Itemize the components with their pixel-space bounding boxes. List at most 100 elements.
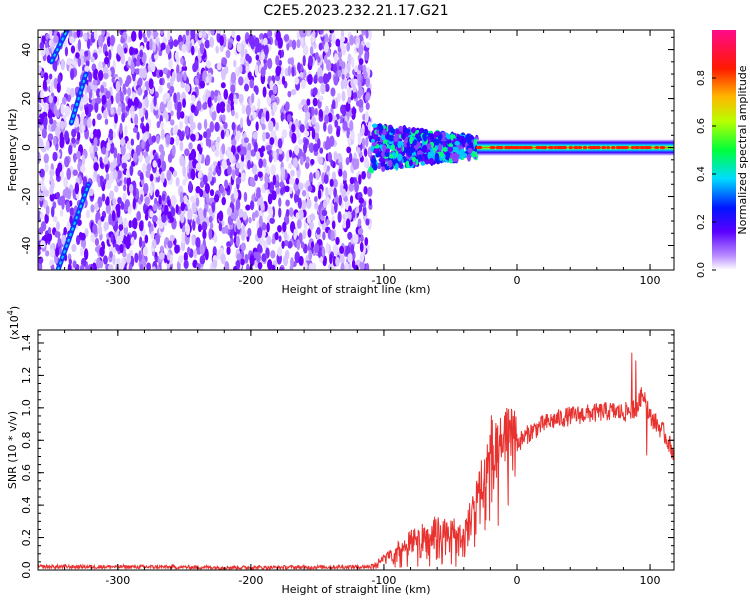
spectrogram-y-label: Frequency (Hz)	[6, 109, 19, 192]
noise-cell	[179, 120, 184, 130]
noise-cell	[289, 177, 295, 185]
noise-cell	[119, 48, 125, 58]
noise-cell	[205, 60, 211, 69]
noise-cell	[320, 83, 326, 95]
noise-cell	[346, 129, 350, 139]
transition-cell	[393, 134, 399, 142]
transition-cell	[398, 162, 404, 169]
noise-cell	[242, 146, 247, 156]
noise-cell	[340, 61, 346, 69]
noise-cell	[99, 246, 105, 257]
noise-cell	[84, 83, 88, 95]
noise-cell	[338, 168, 343, 177]
noise-cell	[115, 203, 121, 212]
noise-cell	[354, 181, 359, 193]
noise-cell	[202, 103, 208, 110]
noise-cell	[340, 79, 345, 90]
noise-cell	[308, 142, 315, 154]
noise-cell	[272, 174, 277, 186]
noise-cell	[270, 164, 277, 176]
noise-cell	[113, 158, 118, 168]
noise-cell	[291, 39, 297, 50]
noise-cell	[158, 222, 164, 229]
noise-cell	[204, 183, 210, 194]
noise-cell	[269, 137, 275, 146]
noise-cell	[249, 254, 255, 267]
noise-cell	[150, 102, 154, 113]
noise-cell	[68, 144, 73, 155]
noise-cell	[277, 138, 283, 149]
noise-cell	[201, 221, 208, 232]
noise-cell	[335, 236, 340, 245]
noise-cell	[40, 240, 46, 249]
noise-cell	[327, 151, 333, 163]
noise-cell	[214, 121, 220, 132]
noise-cell	[330, 230, 335, 242]
snr-y-tick-label: 0.0	[20, 561, 33, 579]
noise-cell	[138, 250, 142, 263]
transition-cell	[382, 131, 387, 136]
noise-cell	[342, 120, 348, 131]
noise-cell	[229, 231, 233, 239]
noise-cell	[220, 82, 226, 89]
noise-cell	[242, 211, 248, 221]
noise-cell	[318, 156, 324, 165]
noise-cell	[139, 263, 144, 270]
noise-cell	[103, 109, 108, 119]
transition-cell	[408, 150, 413, 157]
noise-cell	[365, 77, 370, 87]
noise-cell	[342, 219, 347, 229]
noise-cell	[364, 110, 369, 123]
noise-cell	[359, 253, 365, 263]
noise-cell	[189, 115, 193, 125]
noise-cell	[329, 253, 333, 265]
noise-cell	[244, 253, 249, 264]
transition-cell	[429, 133, 435, 141]
noise-cell	[365, 92, 371, 101]
transition-cell	[434, 139, 440, 146]
noise-cell	[304, 138, 309, 146]
noise-cell	[269, 217, 275, 224]
noise-cell	[367, 121, 372, 131]
noise-cell	[191, 234, 196, 246]
noise-cell	[270, 129, 277, 139]
noise-cell	[285, 199, 290, 207]
noise-cell	[115, 243, 121, 252]
noise-cell	[161, 193, 166, 202]
noise-cell	[94, 102, 99, 113]
noise-cell	[98, 35, 102, 47]
transition-cell	[443, 146, 448, 153]
snr-y-tick-label: 1.2	[20, 367, 33, 385]
noise-cell	[77, 57, 82, 67]
snr-y-tick-0.8: 0.8	[20, 432, 674, 449]
noise-cell	[190, 133, 196, 141]
transition-cell	[467, 153, 471, 162]
noise-cell	[224, 179, 229, 189]
transition-cell	[390, 144, 395, 152]
noise-cell	[342, 170, 348, 181]
noise-cell	[270, 250, 276, 259]
noise-cell	[315, 169, 320, 181]
noise-cell	[325, 59, 332, 71]
noise-cell	[260, 145, 266, 152]
noise-cell	[278, 235, 282, 242]
noise-cell	[148, 56, 152, 68]
noise-cell	[132, 127, 138, 134]
transition-cell	[379, 157, 386, 162]
noise-cell	[84, 228, 89, 238]
transition-cell	[469, 134, 474, 140]
noise-cell	[262, 158, 267, 168]
noise-cell	[159, 101, 165, 113]
noise-cell	[199, 255, 206, 265]
noise-cell	[151, 135, 157, 143]
snr-x-tick-0: 0	[513, 330, 520, 587]
noise-cell	[329, 135, 335, 147]
noise-cell	[281, 129, 288, 139]
noise-cell	[183, 259, 189, 269]
noise-cell	[235, 162, 241, 169]
spectral-streak	[55, 181, 92, 270]
noise-cell	[199, 42, 205, 55]
noise-cell	[214, 193, 220, 203]
noise-cell	[223, 88, 229, 100]
noise-cell	[307, 185, 313, 192]
